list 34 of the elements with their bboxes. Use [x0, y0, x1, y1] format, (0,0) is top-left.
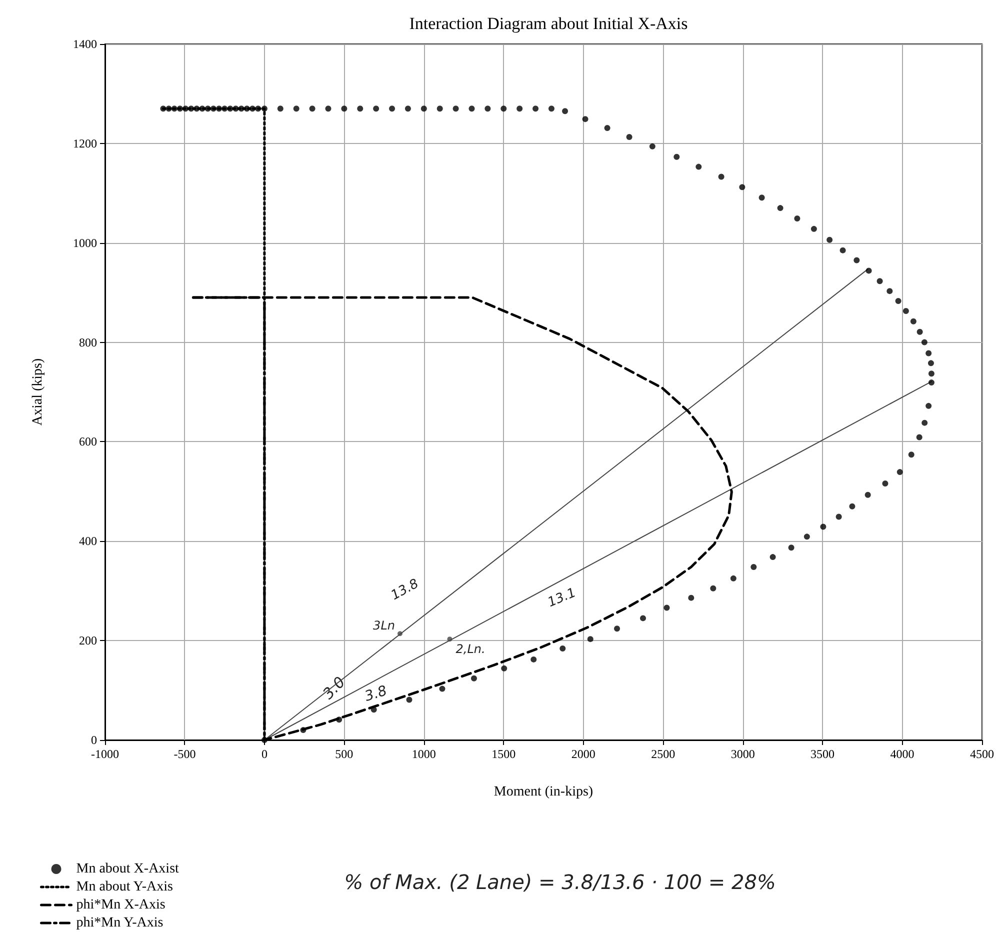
y-tick-label: 1000 [73, 236, 97, 250]
y-tick-label: 1400 [73, 37, 97, 51]
text: % of Max. (2 Lane) = 3.8/13.6 · 100 = 28% [344, 870, 776, 894]
x-tick-label: 0 [261, 747, 268, 761]
y-tick-label: 400 [79, 534, 97, 548]
x-tick-label: 500 [335, 747, 354, 761]
x-tick-label: 1500 [492, 747, 516, 761]
x-tick-label: 3500 [810, 747, 835, 761]
y-axis-title: Axial (kips) [30, 358, 46, 426]
legend-label: phi*Mn X-Axis [76, 898, 166, 912]
x-tick-label: 4000 [890, 747, 914, 761]
y-tick-label: 1200 [73, 136, 97, 150]
y-tick-label: 800 [79, 335, 97, 350]
y-tick-label: 0 [91, 733, 97, 747]
annotation: 2,Ln. [456, 642, 486, 656]
x-axis-title: Moment (in-kips) [494, 784, 594, 800]
annotation: 3.8 [363, 683, 390, 705]
x-tick-label: 3000 [730, 747, 755, 761]
chart-title: Interaction Diagram about Initial X-Axis [409, 14, 688, 33]
annotation: 3Ln [373, 618, 395, 633]
annotation: 3.0 [319, 673, 349, 703]
legend-label: Mn about X-Axist [76, 862, 180, 876]
x-tick-label: 1000 [412, 747, 436, 761]
x-tick-label: 4500 [970, 747, 994, 761]
legend-label: Mn about Y-Axis [76, 880, 173, 894]
y-tick-label: 200 [79, 634, 97, 648]
y-tick-label: 600 [79, 434, 97, 449]
x-tick-label: -500 [174, 747, 196, 761]
annotation: 13.1 [546, 585, 578, 611]
x-tick-label: 2500 [651, 747, 676, 761]
annotation: 13.8 [388, 576, 422, 604]
legend-label: phi*Mn Y-Axis [76, 916, 164, 930]
x-tick-label: -1000 [91, 747, 119, 761]
x-tick-label: 2000 [571, 747, 596, 761]
